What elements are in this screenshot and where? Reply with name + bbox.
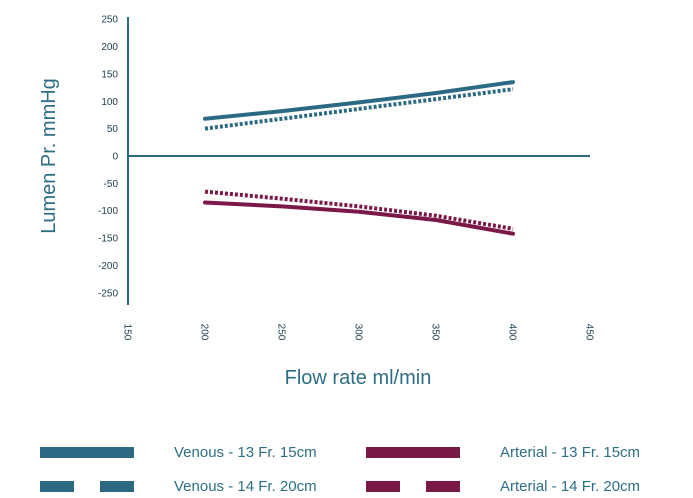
y-tick-labels: 250 200 150 100 50 0 -50 -100 -150 -200 -250 (98, 15, 118, 300)
legend-swatch (366, 481, 400, 492)
legend: Venous - 13 Fr. 15cm Arterial - 13 Fr. 15… (40, 444, 640, 495)
y-tick-label: 50 (107, 124, 119, 135)
legend-swatch (40, 447, 134, 458)
legend-label: Venous - 13 Fr. 15cm (174, 444, 317, 461)
y-tick-label: -100 (98, 206, 118, 217)
x-tick-label: 400 (507, 324, 518, 341)
y-tick-label: -50 (104, 179, 119, 190)
series-lines (203, 80, 515, 236)
series-line-3 (203, 200, 515, 236)
axes (127, 17, 590, 305)
x-tick-label: 150 (122, 324, 133, 341)
legend-label: Venous - 14 Fr. 20cm (174, 478, 317, 495)
legend-swatch (366, 447, 460, 458)
y-axis-title: Lumen Pr. mmHg (38, 78, 60, 234)
y-tick-label: -150 (98, 234, 118, 245)
y-tick-label: 200 (101, 42, 118, 53)
legend-label: Arterial - 14 Fr. 20cm (500, 478, 640, 495)
x-tick-label: 450 (584, 324, 595, 341)
y-tick-label: -200 (98, 261, 118, 272)
x-tick-label: 200 (199, 324, 210, 341)
y-tick-label: 100 (101, 97, 118, 108)
x-tick-label: 350 (430, 324, 441, 341)
legend-swatch (100, 481, 134, 492)
x-tick-label: 250 (276, 324, 287, 341)
y-tick-label: 150 (101, 69, 118, 80)
series-line-1 (203, 80, 515, 121)
x-axis-title: Flow rate ml/min (285, 367, 432, 389)
series-line-2 (204, 87, 514, 131)
y-tick-label: 0 (112, 152, 118, 163)
series-line-4 (204, 189, 514, 231)
y-tick-label: -250 (98, 288, 118, 299)
legend-swatch (426, 481, 460, 492)
legend-swatch (40, 481, 74, 492)
x-tick-label: 300 (353, 324, 364, 341)
y-tick-label: 250 (101, 15, 118, 26)
legend-label: Arterial - 13 Fr. 15cm (500, 444, 640, 461)
x-tick-labels: 150 200 250 300 350 400 450 (122, 324, 595, 341)
